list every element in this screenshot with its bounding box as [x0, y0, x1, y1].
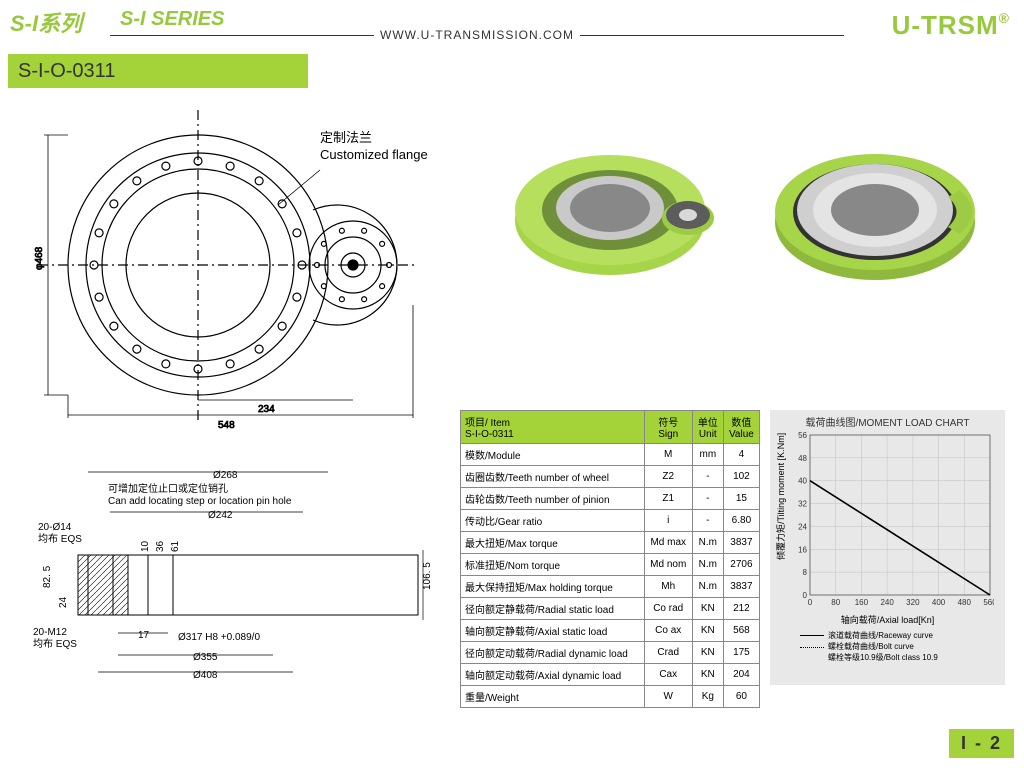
spec-head-unit: 单位 Unit — [692, 411, 723, 444]
svg-text:16: 16 — [798, 545, 807, 554]
svg-text:0: 0 — [802, 591, 807, 600]
table-row: 标准扭矩/Nom torqueMd nomN.m2706 — [461, 554, 760, 576]
svg-text:均布 EQS: 均布 EQS — [33, 638, 77, 650]
svg-text:106. 5: 106. 5 — [422, 562, 433, 590]
chart-plot: 0 80 160 240 320 400 480 560 0 8 16 24 32 40 48 56 — [782, 431, 994, 611]
svg-text:Can add locating step or locat: Can add locating step or location pin ho… — [108, 496, 292, 507]
table-row: 最大扭矩/Max torqueMd maxN.m3837 — [461, 532, 760, 554]
svg-text:160: 160 — [854, 598, 868, 607]
technical-drawing-section: Ø268 可增加定位止口或定位销孔 Can add locating step … — [18, 460, 448, 690]
spec-head-value: 数值 Value — [723, 411, 759, 444]
table-row: 最大保持扭矩/Max holding torqueMhN.m3837 — [461, 576, 760, 598]
chart-legend: 滚道载荷曲线/Raceway curve 螺栓载荷曲线/Bolt curve 螺… — [770, 628, 1005, 664]
svg-text:17: 17 — [138, 630, 150, 641]
spec-head-item: 项目/ ItemS-I-O-0311 — [461, 411, 645, 444]
svg-text:400: 400 — [931, 598, 945, 607]
svg-text:10: 10 — [140, 540, 151, 552]
moment-load-chart: 载荷曲线图/MOMENT LOAD CHART 0801602403204004… — [770, 410, 1005, 685]
table-row: 径向额定动载荷/Radial dynamic loadCradKN175 — [461, 642, 760, 664]
svg-text:80: 80 — [831, 598, 840, 607]
render-isometric-bottom — [760, 120, 990, 300]
svg-text:480: 480 — [957, 598, 971, 607]
svg-text:Ø355: Ø355 — [193, 652, 218, 663]
svg-text:可增加定位止口或定位销孔: 可增加定位止口或定位销孔 — [108, 482, 228, 495]
svg-text:20-M12: 20-M12 — [33, 627, 67, 638]
flange-label: 定制法兰 Customized flange — [320, 130, 428, 164]
svg-text:8: 8 — [802, 568, 807, 577]
svg-text:40: 40 — [798, 477, 807, 486]
page-number-badge: I - 2 — [949, 729, 1014, 758]
table-row: 传动比/Gear ratioi-6.80 — [461, 510, 760, 532]
svg-text:0: 0 — [807, 598, 812, 607]
table-row: 模数/ModuleMmm4 — [461, 444, 760, 466]
svg-text:均布 EQS: 均布 EQS — [38, 533, 82, 545]
table-row: 轴向额定静载荷/Axial static loadCo axKN568 — [461, 620, 760, 642]
svg-text:20-Ø14: 20-Ø14 — [38, 522, 72, 533]
svg-text:48: 48 — [798, 454, 807, 463]
svg-text:560: 560 — [983, 598, 994, 607]
table-row: 重量/WeightWKg60 — [461, 686, 760, 708]
render-isometric-top — [500, 120, 730, 300]
chart-xlabel: 轴向载荷/Axial load[Kn] — [770, 611, 1005, 628]
svg-text:240: 240 — [880, 598, 894, 607]
svg-text:φ468: φ468 — [34, 246, 45, 270]
svg-text:24: 24 — [58, 596, 69, 608]
svg-text:56: 56 — [798, 431, 807, 440]
table-row: 齿轮齿数/Teeth number of pinionZ1-15 — [461, 488, 760, 510]
svg-text:82. 5: 82. 5 — [42, 565, 53, 588]
svg-text:320: 320 — [906, 598, 920, 607]
chart-ylabel: 倾覆力矩/Tilting moment [K.Nm] — [774, 433, 787, 560]
svg-text:234: 234 — [258, 404, 275, 415]
url-bar: WWW.U-TRANSMISSION.COM — [110, 28, 844, 42]
header: S-I系列 S-I SERIES WWW.U-TRANSMISSION.COM … — [0, 0, 1024, 50]
brand-logo: U-TRSM® — [892, 10, 1010, 41]
svg-text:32: 32 — [798, 500, 807, 509]
website-url: WWW.U-TRANSMISSION.COM — [374, 28, 580, 42]
svg-text:24: 24 — [798, 522, 807, 531]
svg-text:Ø242: Ø242 — [208, 510, 233, 521]
svg-text:36: 36 — [155, 540, 166, 552]
svg-text:Ø268: Ø268 — [213, 470, 238, 481]
spec-table: 项目/ ItemS-I-O-0311 符号 Sign 单位 Unit 数值 Va… — [460, 410, 760, 708]
series-label-cn: S-I系列 — [10, 6, 82, 38]
table-row: 径向额定静载荷/Radial static loadCo radKN212 — [461, 598, 760, 620]
table-row: 轴向额定动载荷/Axial dynamic loadCaxKN204 — [461, 664, 760, 686]
spec-head-sign: 符号 Sign — [644, 411, 692, 444]
model-bar: S-I-O-0311 — [8, 54, 308, 88]
svg-text:Ø317 H8 +0.089/0: Ø317 H8 +0.089/0 — [178, 632, 260, 643]
table-row: 齿圈齿数/Teeth number of wheelZ2-102 — [461, 466, 760, 488]
svg-text:61: 61 — [170, 540, 181, 552]
svg-text:548: 548 — [218, 420, 235, 430]
chart-title: 载荷曲线图/MOMENT LOAD CHART — [770, 410, 1005, 431]
